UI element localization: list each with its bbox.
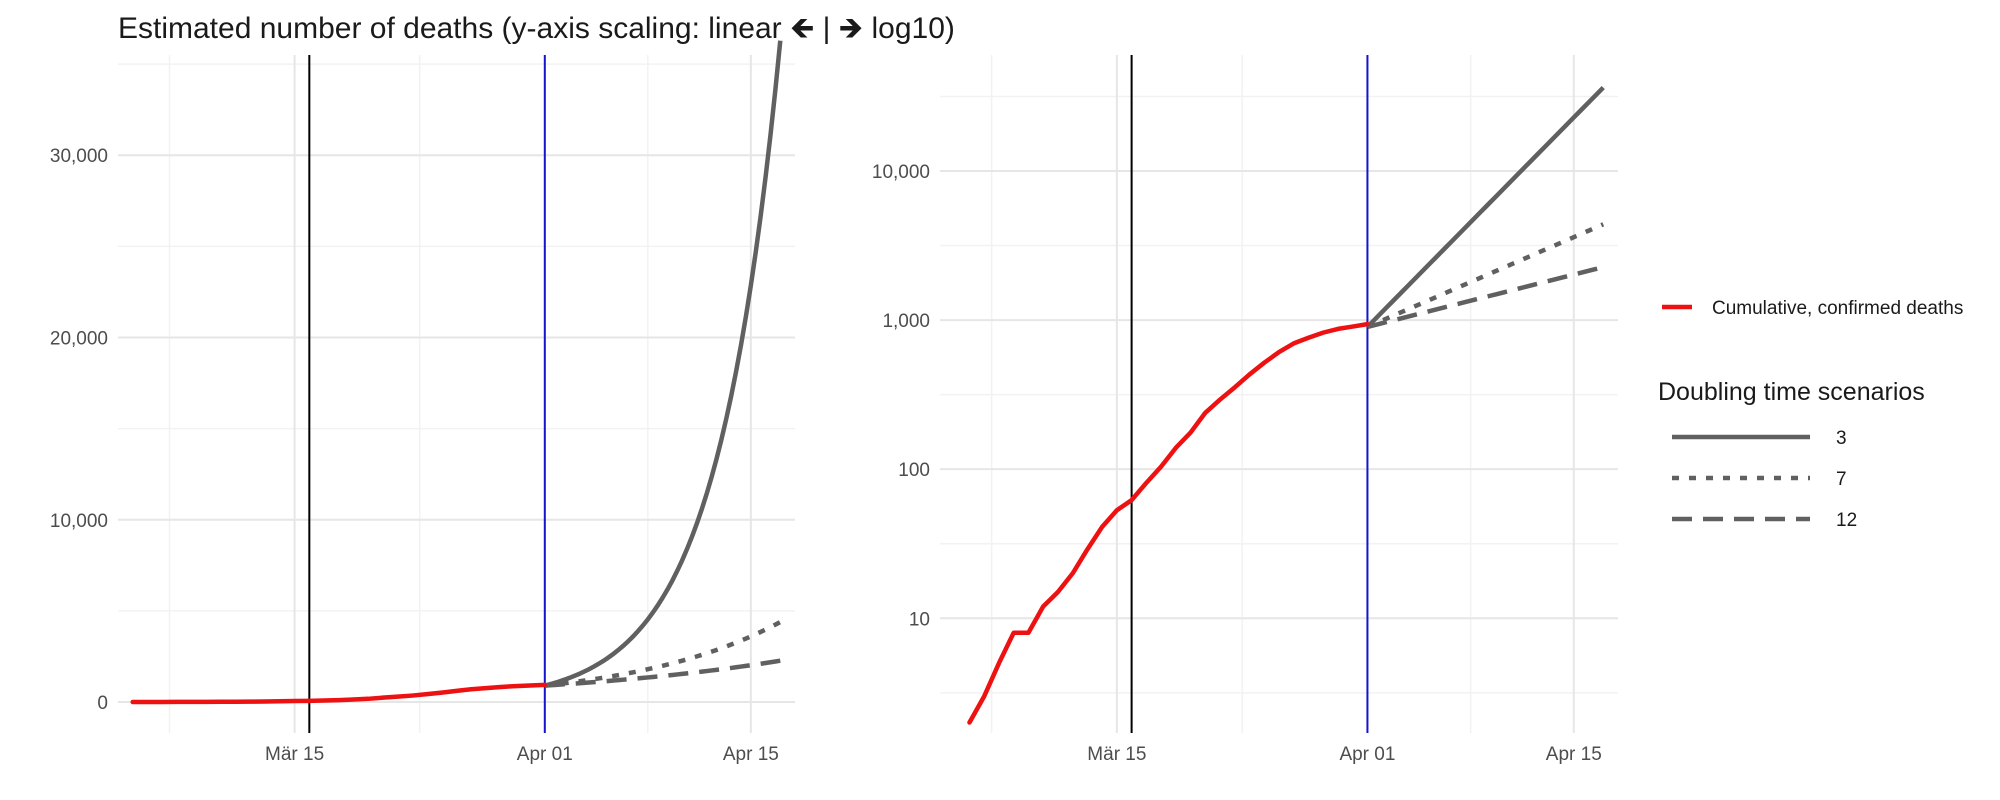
legend-scenario-title: Doubling time scenarios — [1658, 378, 1925, 406]
y-tick-label: 1,000 — [882, 311, 930, 332]
chart-title: Estimated number of deaths (y-axis scali… — [118, 12, 955, 45]
x-tick-label: Mär 15 — [265, 744, 324, 765]
legend-label-scenario-7: 7 — [1836, 469, 1847, 490]
y-tick-label: 20,000 — [50, 329, 108, 350]
x-tick-label: Apr 01 — [1339, 744, 1395, 765]
legend-label-scenario-3: 3 — [1836, 428, 1847, 449]
scenario-line-12 — [1366, 264, 1604, 330]
confirmed-deaths-line — [967, 321, 1370, 725]
scenario-line-7 — [1366, 222, 1605, 329]
scenario-line-3 — [544, 40, 783, 688]
scenario-line-12 — [544, 658, 781, 688]
x-tick-label: Apr 15 — [1546, 744, 1602, 765]
y-tick-label: 10 — [909, 609, 930, 630]
y-tick-label: 100 — [898, 460, 930, 481]
x-tick-label: Mär 15 — [1087, 744, 1146, 765]
legend-label-scenario-12: 12 — [1836, 510, 1857, 531]
y-tick-label: 10,000 — [872, 162, 930, 183]
panel-linear: Mär 15 Apr 01 Apr 15 0 10,000 20,000 30,000 — [50, 40, 795, 765]
scenario-line-7 — [544, 620, 782, 688]
panel-log10: Mär 15 Apr 01 Apr 15 10 100 1,000 10,000 — [872, 55, 1618, 765]
confirmed-deaths-line — [130, 682, 548, 705]
scenario-line-3 — [1365, 85, 1605, 329]
legend-label-confirmed: Cumulative, confirmed deaths — [1712, 298, 1963, 319]
y-tick-label: 30,000 — [50, 146, 108, 167]
y-tick-label: 0 — [97, 693, 108, 714]
x-tick-label: Apr 15 — [723, 744, 779, 765]
x-tick-label: Apr 01 — [517, 744, 573, 765]
y-tick-label: 10,000 — [50, 511, 108, 532]
legend: Cumulative, confirmed deaths Doubling tim… — [1658, 298, 1963, 531]
